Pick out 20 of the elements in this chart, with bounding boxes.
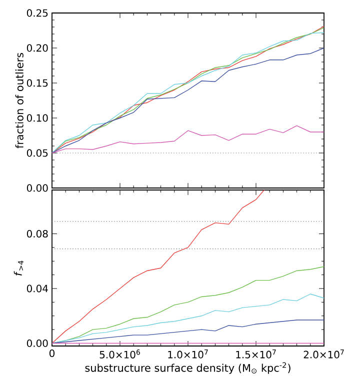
line-series <box>52 190 265 344</box>
x-axis-title: substructure surface density (M$_{⊙}$ kpc$^{-2}$) <box>85 362 290 374</box>
y-tick-label: 0.25 <box>26 9 48 17</box>
line-series <box>52 294 324 344</box>
line-series <box>52 125 324 154</box>
x-tick-label: 0 <box>49 350 55 358</box>
x-tick-label: 5.0×10$^{6}$ <box>100 350 140 358</box>
y-axis-title: fraction of outliers <box>15 52 24 148</box>
x-tick-label: 2.0×10$^{7}$ <box>304 350 344 358</box>
y-tick-label: 0.00 <box>26 339 48 348</box>
y-tick-label: 0.10 <box>26 114 48 122</box>
y-tick-label: 0.04 <box>26 284 48 292</box>
y-axis-title: f$_{>4}$ <box>14 260 24 276</box>
y-tick-label: 0.05 <box>26 149 48 157</box>
x-tick-label: 1.5×10$^{7}$ <box>236 350 276 358</box>
y-tick-label: 0.15 <box>26 79 48 87</box>
x-tick-label: 1.0×10$^{7}$ <box>168 350 208 358</box>
y-tick-label: 0.00 <box>26 184 48 192</box>
y-tick-label: 0.08 <box>26 230 48 238</box>
y-tick-label: 0.20 <box>26 44 48 52</box>
